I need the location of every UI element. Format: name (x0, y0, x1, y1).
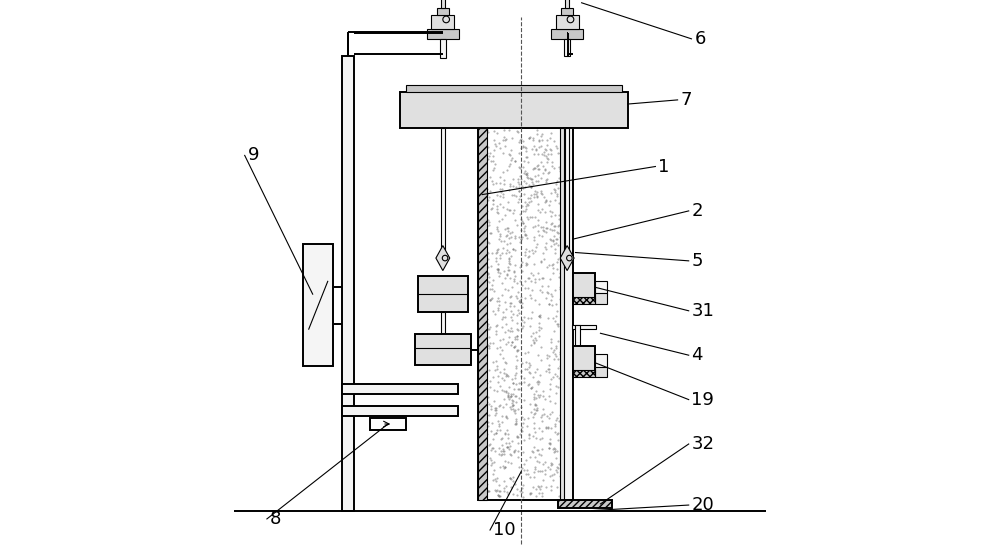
Bar (560, 128, 564, 500)
Bar (431, 15, 454, 29)
Text: 20: 20 (691, 496, 714, 514)
Bar (406, 85, 622, 92)
Bar (440, 39, 446, 58)
Bar (441, 0, 445, 8)
Bar (564, 39, 570, 56)
Text: 4: 4 (691, 346, 703, 364)
Text: 2: 2 (691, 202, 703, 220)
Text: 10: 10 (493, 521, 515, 539)
Bar (441, 312, 445, 334)
Bar (342, 406, 458, 416)
Bar (573, 370, 595, 376)
Bar (595, 366, 607, 376)
Bar (400, 92, 628, 128)
Bar (437, 8, 449, 15)
Bar (595, 354, 607, 368)
Bar (573, 273, 595, 304)
Text: 19: 19 (691, 391, 714, 408)
Bar (418, 276, 468, 312)
Bar (564, 128, 573, 500)
Polygon shape (560, 245, 574, 270)
Text: 9: 9 (247, 147, 259, 164)
Text: 8: 8 (270, 510, 281, 528)
Bar (595, 292, 607, 304)
Bar (478, 128, 564, 500)
Bar (572, 325, 596, 329)
Bar (415, 334, 471, 365)
Bar (303, 244, 333, 366)
Bar (441, 128, 445, 250)
Bar (556, 15, 579, 29)
Bar (561, 8, 573, 15)
Text: 31: 31 (691, 302, 714, 320)
Bar (427, 29, 459, 39)
Text: 7: 7 (680, 91, 692, 109)
Text: 32: 32 (691, 435, 714, 453)
Bar (573, 346, 595, 376)
Bar (565, 0, 569, 8)
Text: 6: 6 (694, 30, 706, 48)
Bar (370, 418, 406, 430)
Bar (558, 500, 612, 508)
Text: 5: 5 (691, 252, 703, 270)
Bar (478, 128, 487, 500)
Bar (551, 29, 583, 39)
Polygon shape (436, 245, 450, 270)
Bar (575, 325, 580, 346)
Bar (573, 297, 595, 304)
Text: 1: 1 (658, 158, 670, 175)
Bar (342, 56, 354, 511)
Bar (595, 280, 607, 294)
Bar (342, 384, 458, 394)
Bar (565, 128, 569, 250)
